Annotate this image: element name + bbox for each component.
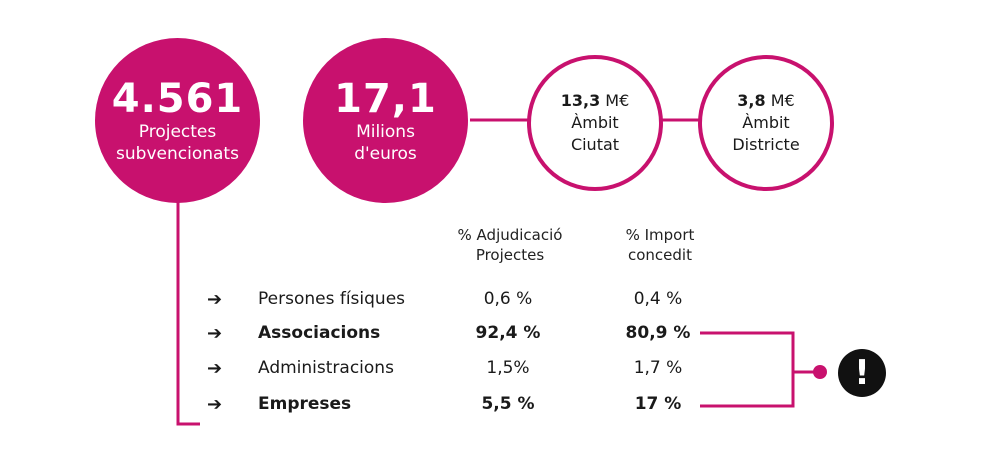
city-scope-line2: Àmbit [571,113,619,132]
amount-value: 17,1 [334,75,437,122]
table-row-empreses: ➔ Empreses 5,5 % 17 % [0,392,760,422]
bracket-dot [813,365,827,379]
import-column-header: % Import concedit [610,225,710,265]
row-adjudicacio: 1,5% [486,358,530,378]
row-name: Administracions [258,358,394,378]
arrow-icon: ➔ [207,323,223,344]
row-import: 1,7 % [633,358,683,378]
row-adjudicacio: 92,4 % [475,323,541,343]
table-row-persones: ➔ Persones físiques 0,6 % 0,4 % [0,287,760,317]
import-header-line1: % Import [625,226,695,244]
projects-label-line1: Projectes [138,121,217,142]
row-import: 80,9 % [625,323,691,343]
table-row-associacions: ➔ Associacions 92,4 % 80,9 % [0,321,760,351]
city-scope-circle: 13,3 M€ Àmbit Ciutat [527,55,663,191]
table-row-administracions: ➔ Administracions 1,5% 1,7 % [0,356,760,386]
district-scope-line3: Districte [732,135,800,154]
import-header-line2: concedit [628,246,692,264]
city-scope-line3: Ciutat [570,135,620,154]
bracket-connector [700,331,795,408]
amount-circle: 17,1 Milions d'euros [303,38,468,203]
district-scope-value: 3,8 [737,91,766,110]
adjudicacio-header-line2: Projectes [475,246,545,264]
amount-label-line1: Milions [356,121,415,142]
district-scope-unit: M€ [765,91,795,110]
adjudicacio-header-line1: % Adjudicació [457,226,563,244]
projects-count: 4.561 [111,75,244,122]
projects-circle: 4.561 Projectes subvencionats [95,38,260,203]
district-scope-circle: 3,8 M€ Àmbit Districte [698,55,834,191]
row-adjudicacio: 0,6 % [483,289,533,309]
city-scope-value: 13,3 [560,91,601,110]
city-scope-amount: 13,3 M€ [561,90,630,112]
city-scope-unit: M€ [600,91,630,110]
exclamation-icon: ! [838,349,886,397]
district-scope-amount: 3,8 M€ [737,90,794,112]
arrow-icon: ➔ [207,358,223,379]
adjudicacio-column-header: % Adjudicació Projectes [440,225,580,265]
row-name: Empreses [258,394,352,414]
row-import: 17 % [634,394,682,414]
row-name: Associacions [258,323,381,343]
amount-label-line2: d'euros [354,143,417,164]
district-scope-line2: Àmbit [742,113,790,132]
projects-label-line2: subvencionats [116,143,239,164]
arrow-icon: ➔ [207,289,223,310]
row-name: Persones físiques [258,289,406,309]
arrow-icon: ➔ [207,394,223,415]
row-adjudicacio: 5,5 % [481,394,535,414]
row-import: 0,4 % [633,289,683,309]
